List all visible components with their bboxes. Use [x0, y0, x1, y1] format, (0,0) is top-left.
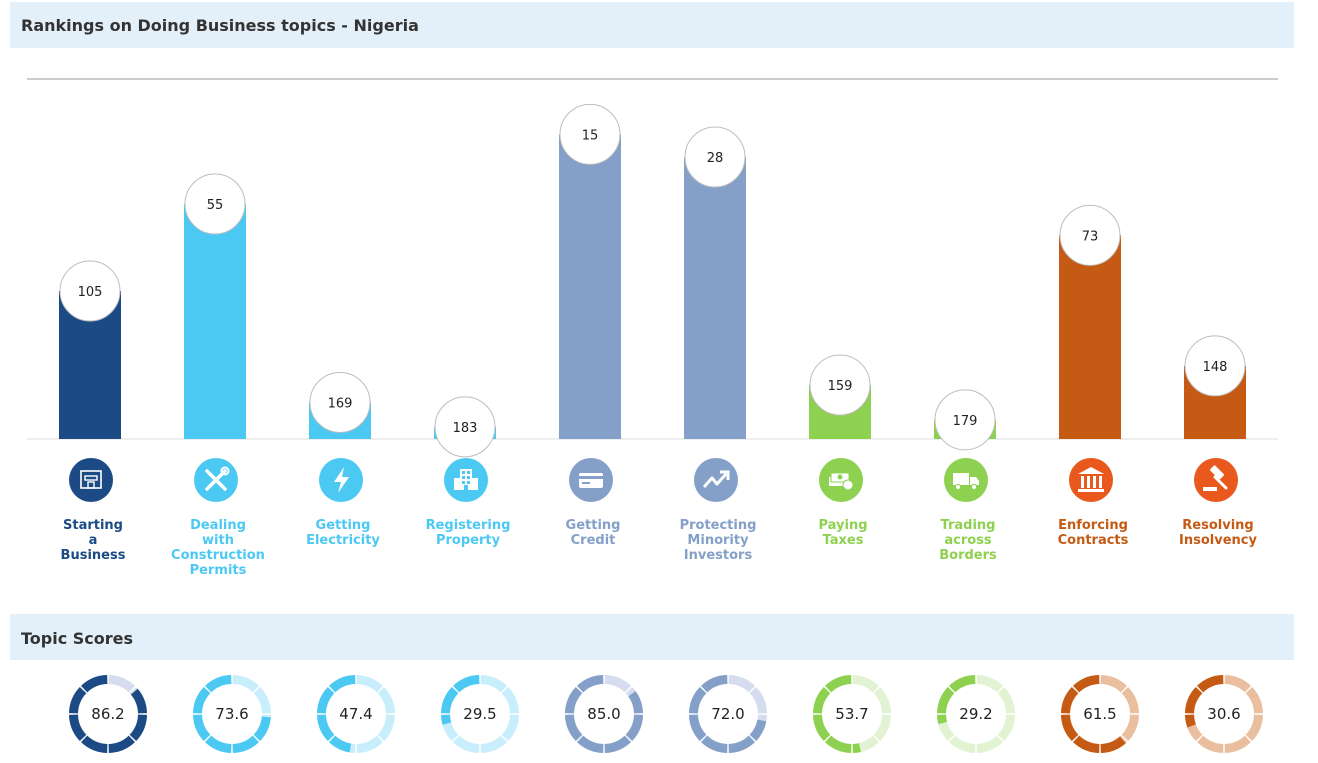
rank-value-label: 73 [1082, 229, 1099, 244]
rank-value-label: 105 [78, 285, 103, 300]
bar [184, 204, 246, 439]
bars-group: 105 55 169 183 15 28 159 179 73 148 [59, 103, 1246, 458]
topic-label-line: a [88, 533, 98, 548]
topic-label-line: Contracts [1057, 533, 1129, 548]
rank-value-label: 148 [1203, 360, 1228, 375]
building-icon [69, 458, 113, 502]
topic-label-line: Property [435, 533, 501, 548]
rank-bubble [809, 354, 871, 416]
rank-value-label: 169 [328, 396, 353, 411]
topic-label: Enforcing Contracts [1033, 518, 1153, 548]
topic-label: Protecting Minority Investors [658, 518, 778, 563]
topic-label-line: Protecting [679, 518, 757, 533]
rank-bubble [59, 260, 121, 322]
topic-label-line: Borders [939, 548, 997, 563]
topic-label-line: across [944, 533, 992, 548]
rank-value-label: 28 [707, 151, 724, 166]
bar [1059, 235, 1121, 439]
rank-value-label: 179 [953, 414, 978, 429]
scores-title: Topic Scores [21, 629, 134, 648]
score-value-label: 61.5 [1083, 705, 1117, 723]
rank-bubble [934, 389, 996, 451]
bar [559, 134, 621, 440]
topic-label-line: Taxes [822, 533, 864, 548]
score-value-label: 29.5 [463, 705, 497, 723]
score-value-label: 29.2 [959, 705, 993, 723]
score-value-label: 73.6 [215, 705, 249, 723]
score-value-label: 47.4 [339, 705, 373, 723]
topic-label-line: Minority [687, 533, 749, 548]
credit-card-icon [569, 458, 613, 502]
topic-label-line: Registering [425, 518, 511, 533]
rank-value-label: 159 [828, 379, 853, 394]
rank-bubble [434, 396, 496, 458]
rank-bubble [684, 126, 746, 188]
topic-label-line: Trading [940, 518, 996, 533]
topic-label: Resolving Insolvency [1158, 518, 1278, 548]
rank-bubble [309, 371, 371, 433]
score-value-label: 53.7 [835, 705, 869, 723]
topic-label-line: Construction [171, 548, 265, 563]
rankings-bar-chart: 105 55 169 183 15 28 159 179 73 148 [27, 78, 1278, 502]
icons-group [69, 458, 1238, 502]
rank-bubble [184, 173, 246, 235]
topic-label-line: Getting [315, 518, 371, 533]
topic-label: Starting a Business [33, 518, 153, 563]
lightning-icon [319, 458, 363, 502]
rank-bubble [559, 103, 621, 165]
topic-label-line: Business [60, 548, 126, 563]
rank-value-label: 183 [453, 421, 478, 436]
property-building-icon [444, 458, 488, 502]
topic-label-line: with [202, 533, 234, 548]
money-stack-icon [819, 458, 863, 502]
topic-label: Paying Taxes [783, 518, 903, 548]
topic-label: Registering Property [408, 518, 528, 548]
topic-label: Dealing with Construction Permits [158, 518, 278, 578]
score-value-label: 86.2 [91, 705, 125, 723]
topic-label-line: Permits [189, 563, 247, 578]
topic-label-line: Electricity [306, 533, 380, 548]
rankings-header: Rankings on Doing Business topics - Nige… [10, 2, 1294, 48]
topic-label-line: Getting [565, 518, 621, 533]
topic-label-line: Starting [63, 518, 123, 533]
topic-label-line: Paying [818, 518, 868, 533]
score-value-label: 72.0 [711, 705, 745, 723]
rank-bubble [1059, 204, 1121, 266]
topic-label-line: Investors [683, 548, 753, 563]
topic-label-line: Dealing [190, 518, 246, 533]
trend-up-icon [694, 458, 738, 502]
topic-label: Getting Electricity [283, 518, 403, 548]
topic-label: Trading across Borders [908, 518, 1028, 563]
wrench-screwdriver-icon [194, 458, 238, 502]
rank-bubble [1184, 335, 1246, 397]
truck-icon [944, 458, 988, 502]
rankings-title: Rankings on Doing Business topics - Nige… [21, 16, 419, 35]
score-value-label: 85.0 [587, 705, 621, 723]
courthouse-icon [1069, 458, 1113, 502]
bar [684, 157, 746, 439]
gavel-icon [1194, 458, 1238, 502]
topic-label-line: Enforcing [1058, 518, 1128, 533]
topic-label-line: Resolving [1182, 518, 1254, 533]
scores-header: Topic Scores [10, 614, 1294, 660]
rank-value-label: 15 [582, 128, 599, 143]
topic-label-line: Insolvency [1179, 533, 1257, 548]
topic-label: Getting Credit [533, 518, 653, 548]
topic-label-line: Credit [570, 533, 616, 548]
score-value-label: 30.6 [1207, 705, 1241, 723]
rank-value-label: 55 [207, 198, 224, 213]
